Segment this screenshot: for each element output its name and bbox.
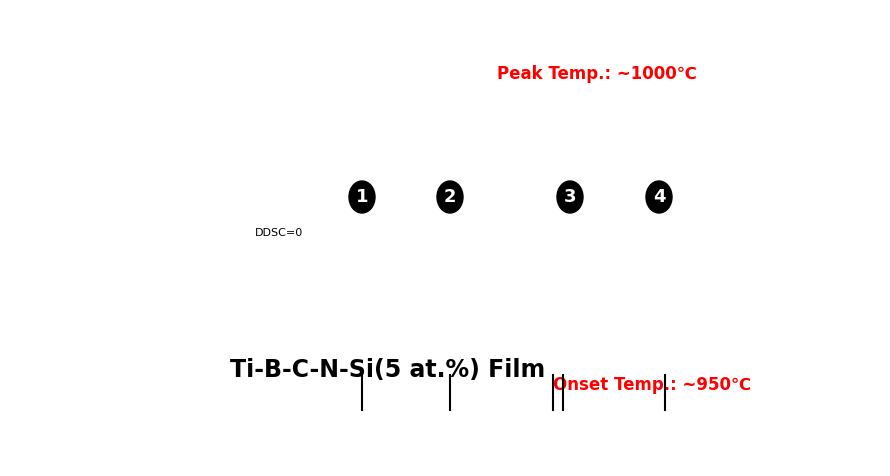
Ellipse shape	[646, 181, 672, 213]
Text: 2: 2	[444, 188, 457, 206]
Text: Onset Temp.: ~950℃: Onset Temp.: ~950℃	[553, 376, 751, 394]
Text: DDSC=0: DDSC=0	[255, 228, 303, 238]
Ellipse shape	[349, 181, 375, 213]
Text: 4: 4	[652, 188, 665, 206]
Text: Ti-B-C-N-Si(5 at.%) Film: Ti-B-C-N-Si(5 at.%) Film	[230, 358, 546, 382]
Ellipse shape	[437, 181, 463, 213]
Text: 3: 3	[563, 188, 576, 206]
Text: Peak Temp.: ~1000℃: Peak Temp.: ~1000℃	[497, 65, 697, 83]
Text: 1: 1	[356, 188, 368, 206]
Ellipse shape	[557, 181, 583, 213]
